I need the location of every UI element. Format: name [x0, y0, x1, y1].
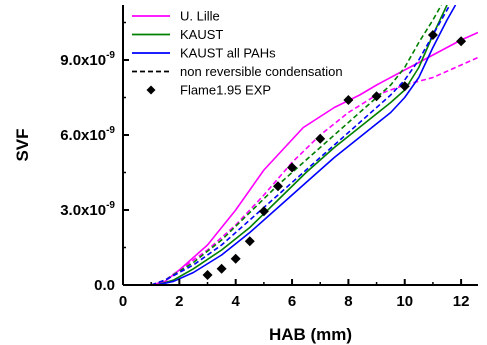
- legend-label: U. Lille: [180, 9, 220, 24]
- x-tick-label: 10: [396, 293, 413, 310]
- legend-symbol: [146, 85, 156, 95]
- x-tick-label: 6: [288, 293, 296, 310]
- data-point: [343, 95, 354, 105]
- y-tick-label: 6.0x10-9: [60, 125, 115, 144]
- series-line-4: [156, 5, 457, 285]
- data-point: [216, 263, 227, 274]
- axes: [122, 5, 478, 286]
- data-point: [315, 133, 326, 144]
- x-axis-title: HAB (mm): [269, 325, 352, 344]
- x-tick-label: 2: [175, 293, 183, 310]
- legend-label: Flame1.95 EXP: [180, 83, 271, 98]
- series-line-2: [156, 5, 448, 285]
- x-tick-label: 0: [119, 293, 127, 310]
- data-point: [202, 270, 213, 280]
- y-tick-label: 3.0x10-9: [60, 200, 115, 219]
- x-tick-label: 12: [453, 293, 470, 310]
- series-line-3: [150, 5, 443, 285]
- data-point: [427, 30, 438, 40]
- legend-label: KAUST: [180, 27, 223, 42]
- data-point: [272, 181, 283, 192]
- data-point: [258, 206, 269, 217]
- data-point: [371, 91, 382, 102]
- y-tick-labels: 0.0 3.0x10-9 6.0x10-9 9.0x10-9: [60, 50, 115, 294]
- series-line-5: [150, 5, 451, 285]
- legend-label: non reversible condensation: [180, 64, 343, 79]
- data-point: [287, 162, 298, 173]
- series-layer: [150, 5, 478, 285]
- data-point: [230, 253, 241, 264]
- data-points: [202, 30, 467, 280]
- y-tick-label: 0.0: [94, 277, 115, 294]
- x-tick-labels: 0 2 4 6 8 10 12: [119, 293, 470, 310]
- x-tick-label: 8: [344, 293, 352, 310]
- x-tick-label: 4: [232, 293, 241, 310]
- data-point: [399, 81, 410, 92]
- series-line-1: [150, 56, 478, 285]
- data-point: [244, 236, 255, 247]
- legend-label: KAUST all PAHs: [180, 46, 276, 61]
- y-tick-label: 9.0x10-9: [60, 50, 115, 69]
- y-axis-title: SVF: [13, 128, 32, 161]
- legend: U. Lille KAUST KAUST all PAHs non reversibl…: [132, 9, 343, 98]
- data-point: [456, 36, 467, 47]
